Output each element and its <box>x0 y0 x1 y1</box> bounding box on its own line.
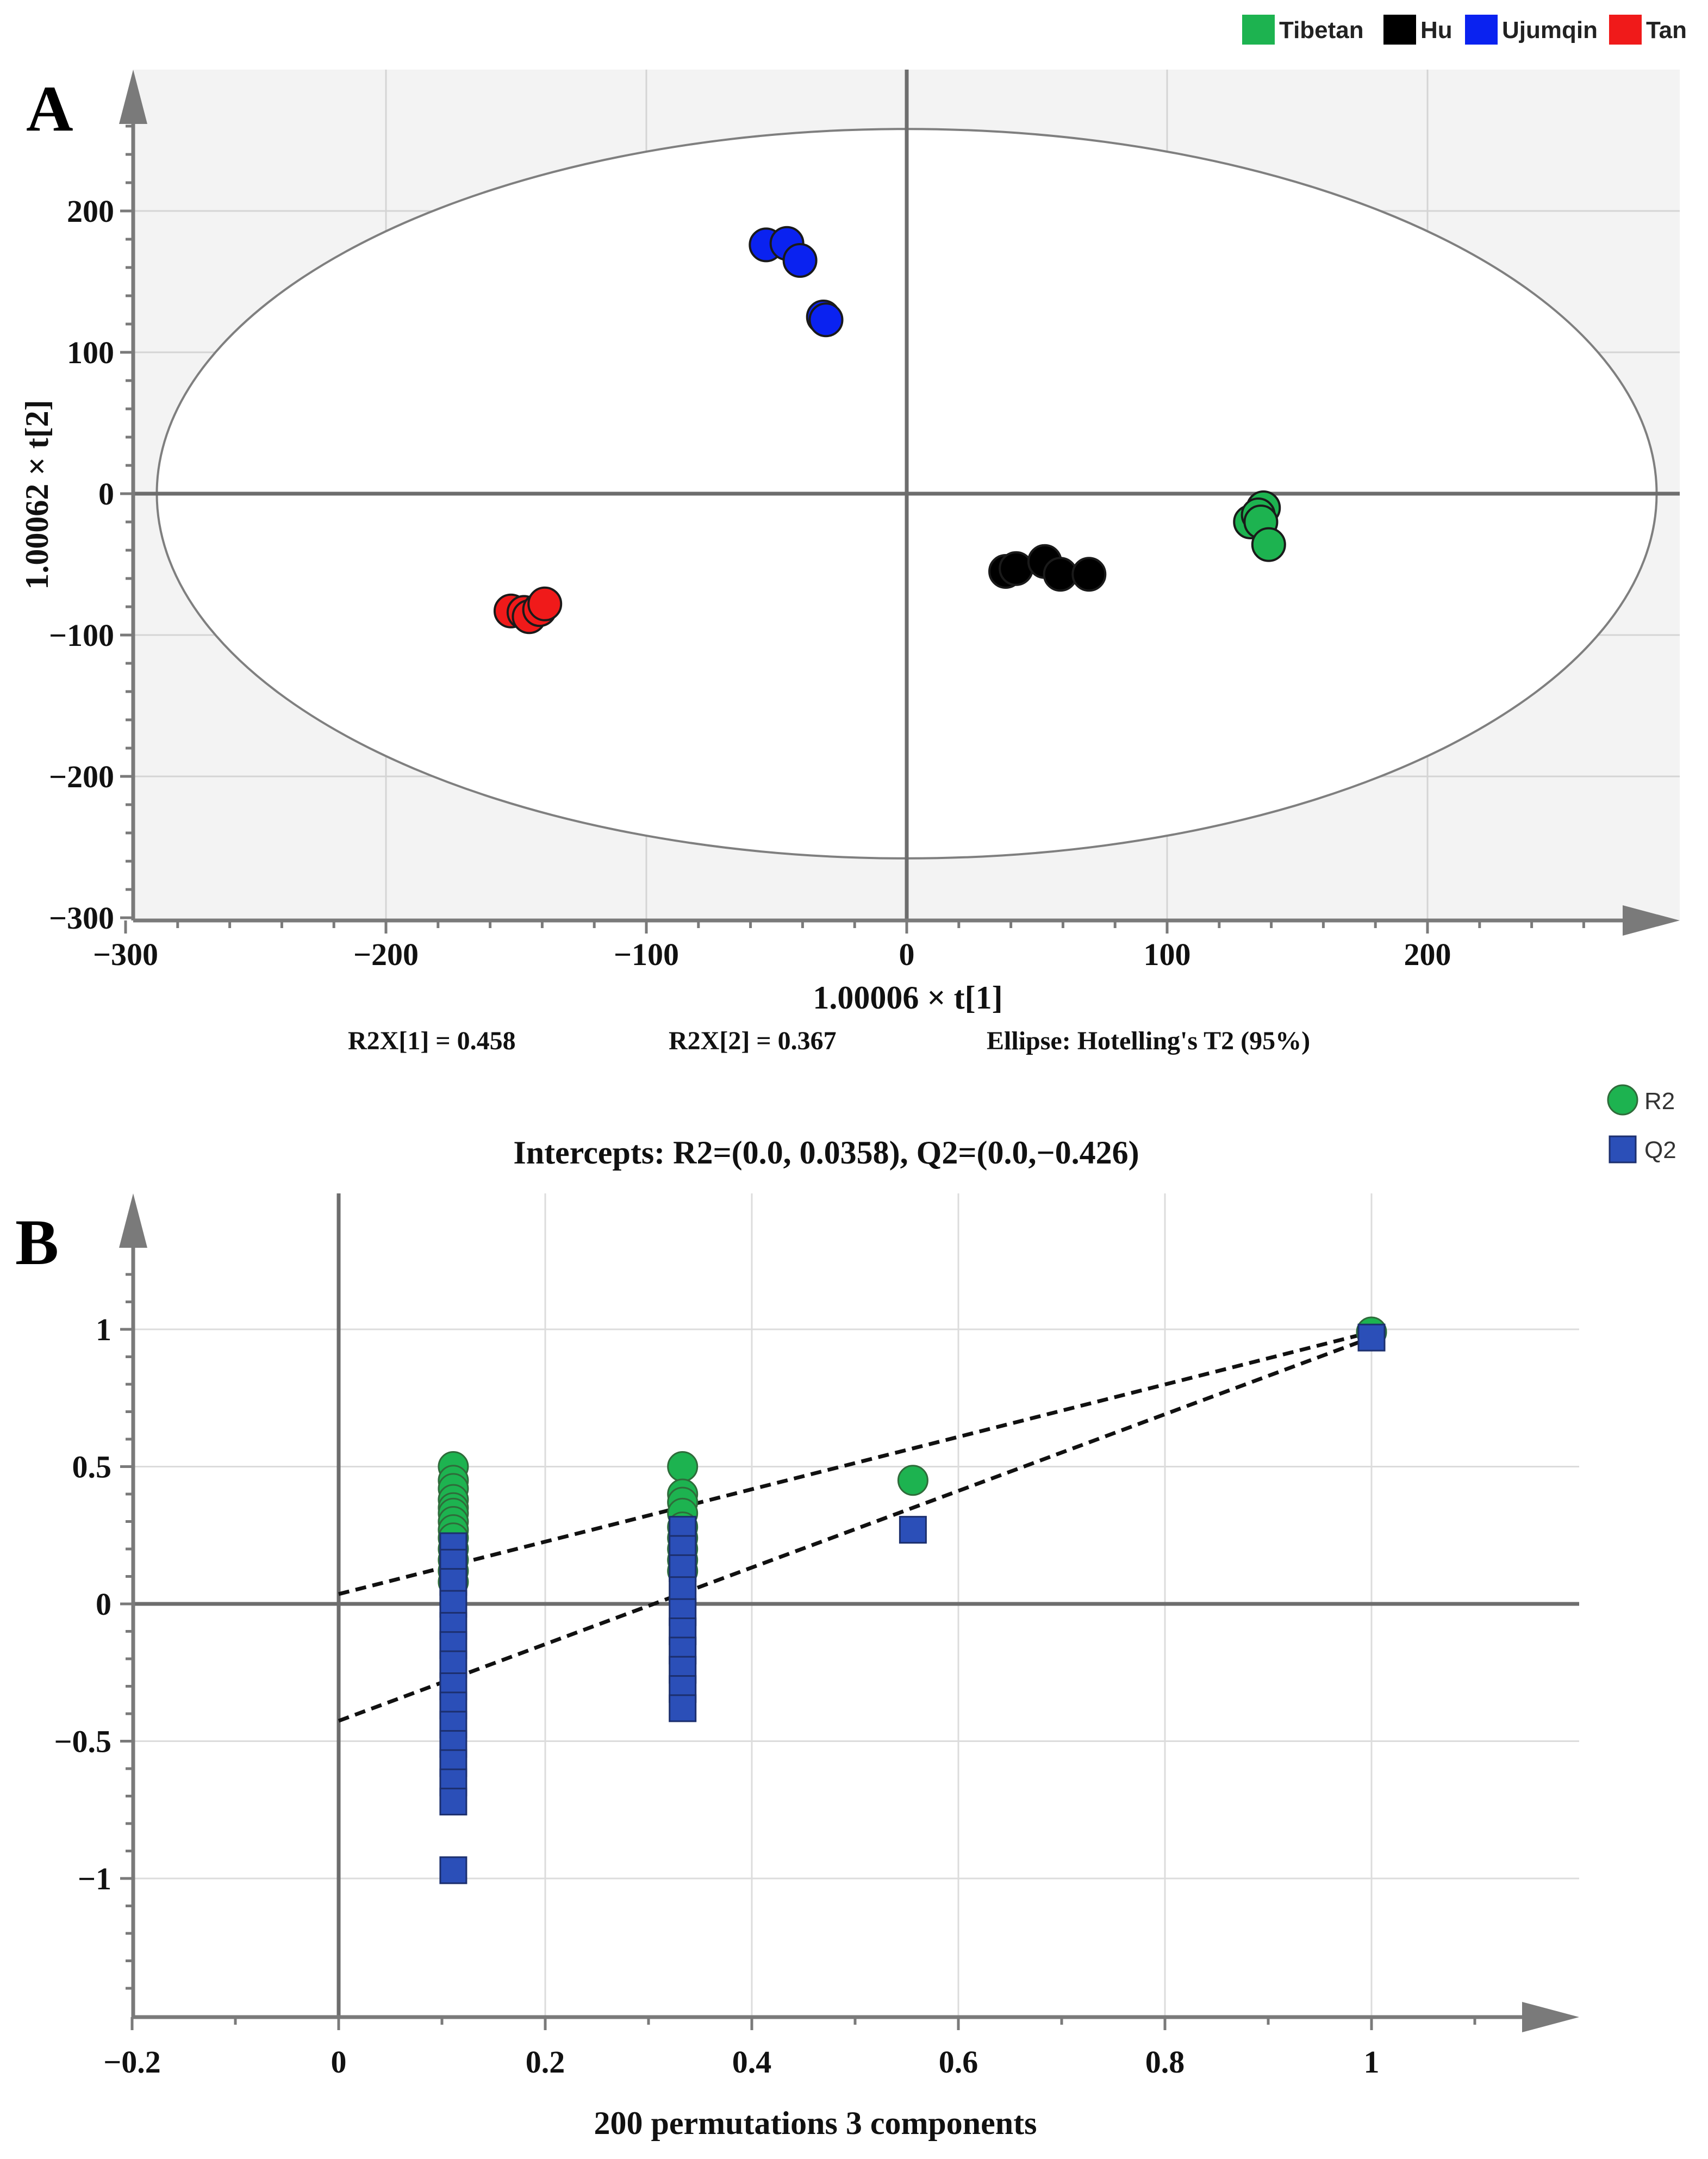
panel-b-point-q2 <box>899 1516 927 1544</box>
ellipse-annotation: Ellipse: Hotelling's T2 (95%) <box>987 1026 1310 1055</box>
panel-a-point-tibetan <box>1251 527 1286 562</box>
panel-a-y-tick-label: 200 <box>67 194 114 229</box>
panel-b-y-tick-label: 1 <box>96 1312 111 1347</box>
panel-b-legend: R2 Q2 <box>1607 1084 1676 1164</box>
panel-a-x-tick-label: −100 <box>614 937 679 972</box>
panel-b-y-tick-label: −0.5 <box>54 1724 111 1759</box>
panel-b-y-tick-label: 0.5 <box>72 1449 112 1485</box>
panel-b-point-r2 <box>897 1465 928 1496</box>
r2x-1-annotation: R2X[1] = 0.458 <box>348 1026 516 1055</box>
legend-swatch-hu <box>1383 15 1416 45</box>
panel-a-x-tick-label: 0 <box>899 937 915 972</box>
legend-label-hu: Hu <box>1420 17 1453 43</box>
panel-a-y-tick-label: 100 <box>67 335 114 370</box>
legend-label-tan: Tan <box>1646 17 1687 43</box>
panel-a-x-tick-label: 100 <box>1144 937 1191 972</box>
panel-a-y-axis-arrow <box>119 70 147 124</box>
panel-a-y-tick-label: −200 <box>49 759 114 794</box>
panel-b-y-tick-label: 0 <box>96 1586 111 1622</box>
panel-b-point-r2 <box>667 1451 699 1482</box>
panel-a-points <box>493 226 1286 634</box>
legend-label-ujumqin: Ujumqin <box>1502 17 1598 43</box>
panel-b-x-tick-label: 0.4 <box>732 2044 772 2080</box>
regression-line-q2 <box>338 1335 1373 1723</box>
legend-swatch-tan <box>1609 15 1642 45</box>
panel-a-axes <box>119 70 1680 936</box>
panel-b-letter: B <box>15 1206 59 1278</box>
panel-a-x-tick-labels: −300 −200 −100 0 100 200 <box>93 937 1451 972</box>
panel-b-x-axis-title: 200 permutations 3 components <box>594 2105 1037 2141</box>
panel-b-x-tick-labels: −0.2 0 0.2 0.4 0.6 0.8 1 <box>103 2044 1379 2080</box>
panel-b-point-q2 <box>1357 1323 1386 1352</box>
panel-a-point-ujumqin <box>808 302 844 338</box>
regression-line-r2 <box>338 1330 1372 1596</box>
panel-a-point-ujumqin <box>782 243 818 278</box>
panel-b-points <box>438 1316 1387 1884</box>
legend-label-tibetan: Tibetan <box>1279 17 1364 43</box>
panel-b-x-tick-label: 0.6 <box>939 2044 978 2080</box>
panel-b-point-q2 <box>669 1694 697 1722</box>
panel-b-y-tick-label: −1 <box>78 1861 111 1896</box>
panel-b: B Intercepts: R2=(0.0, 0.0358), Q2=(0.0,… <box>15 1084 1676 2141</box>
panel-a-x-tick-label: −300 <box>93 937 158 972</box>
panel-b-regression-lines <box>338 1330 1373 1723</box>
legend-marker-q2 <box>1609 1135 1637 1164</box>
legend-swatch-tibetan <box>1242 15 1275 45</box>
panel-b-x-tick-label: −0.2 <box>103 2044 161 2080</box>
panel-a: A Tibetan Hu Ujumqin Tan −300 −200 −100 0 100 20… <box>19 15 1687 1055</box>
panel-a-y-axis-title: 1.00062 × t[2] <box>19 400 55 589</box>
panel-b-title: Intercepts: R2=(0.0, 0.0358), Q2=(0.0,−0… <box>513 1135 1139 1171</box>
panel-b-x-tick-label: 0 <box>331 2044 347 2080</box>
panel-a-point-hu <box>1071 557 1107 592</box>
panel-b-x-tick-label: 1 <box>1364 2044 1380 2080</box>
panel-b-point-q2 <box>439 1788 467 1816</box>
panel-a-point-tan <box>527 586 563 621</box>
panel-a-x-tick-label: −200 <box>353 937 419 972</box>
panel-a-letter: A <box>26 72 73 145</box>
panel-a-x-axis-title: 1.00006 × t[1] <box>813 980 1002 1016</box>
panel-b-y-axis-arrow <box>119 1193 147 1248</box>
panel-a-y-tick-labels: −300 −200 −100 0 100 200 <box>49 194 114 936</box>
panel-b-point-q2 <box>439 1856 467 1884</box>
legend-marker-r2 <box>1607 1084 1638 1116</box>
panel-b-axes <box>119 1193 1579 2032</box>
panel-b-x-tick-label: 0.2 <box>526 2044 565 2080</box>
legend-label-r2: R2 <box>1644 1088 1675 1115</box>
panel-a-y-tick-label: 0 <box>98 476 114 512</box>
legend-label-q2: Q2 <box>1644 1137 1676 1164</box>
panel-b-x-axis-arrow <box>1522 2002 1579 2032</box>
legend-swatch-ujumqin <box>1465 15 1498 45</box>
panel-a-x-tick-label: 200 <box>1404 937 1451 972</box>
panel-a-y-tick-label: −100 <box>49 618 114 653</box>
panel-a-y-tick-label: −300 <box>49 900 114 936</box>
panel-a-point-hu <box>999 551 1034 586</box>
panel-b-y-tick-labels: −1 −0.5 0 0.5 1 <box>54 1312 111 1896</box>
panel-b-x-tick-label: 0.8 <box>1145 2044 1185 2080</box>
panel-a-legend: Tibetan Hu Ujumqin Tan <box>1242 15 1687 45</box>
r2x-2-annotation: R2X[2] = 0.367 <box>669 1026 837 1055</box>
